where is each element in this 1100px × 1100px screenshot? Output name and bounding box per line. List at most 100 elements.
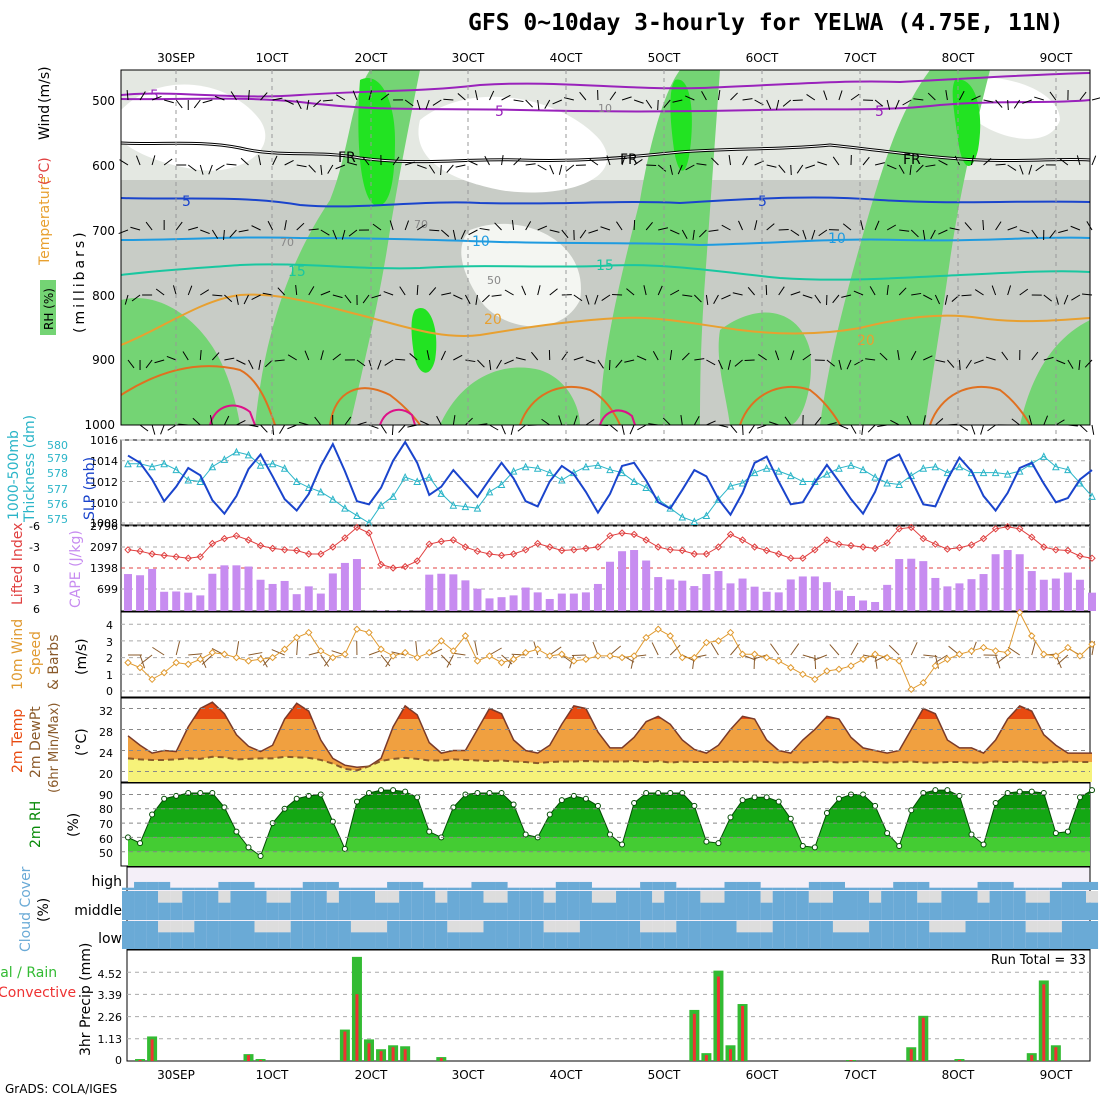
pressure-wind-barb xyxy=(175,221,183,231)
cape-bar xyxy=(1088,592,1096,611)
pressure-wind-barb xyxy=(537,285,541,296)
cloud-cell xyxy=(953,887,966,890)
thickness-point xyxy=(473,504,482,512)
cloud-cell xyxy=(206,921,219,949)
thickness-point xyxy=(208,462,217,471)
cloud-cell xyxy=(808,902,821,920)
cape-bar xyxy=(1027,571,1036,611)
pressure-wind-barb xyxy=(368,424,379,429)
cape-bar xyxy=(907,558,916,611)
rh-shade-white-2 xyxy=(418,96,608,193)
pressure-wind-barb xyxy=(670,289,680,296)
pressure-wind-barb xyxy=(705,294,709,305)
cape-bar xyxy=(847,595,855,611)
cloud-cell xyxy=(616,891,629,920)
pressure-wind-barb xyxy=(327,164,334,174)
rh-point xyxy=(860,791,867,798)
cape-bar xyxy=(1015,554,1024,611)
cape-bar xyxy=(473,588,482,611)
cape-bar xyxy=(678,580,687,611)
pressure-wind-barb xyxy=(558,164,563,175)
li-point xyxy=(377,560,385,569)
cape-bar xyxy=(184,592,193,611)
thickness-point xyxy=(1039,452,1048,460)
thickness-point xyxy=(606,465,614,474)
cloud-cell xyxy=(146,881,159,890)
pressure-wind-barb xyxy=(419,420,430,426)
pressure-wind-barb xyxy=(314,416,322,426)
pressure-wind-barb xyxy=(1031,351,1039,361)
pressure-wind-barb xyxy=(721,294,731,300)
wind10-barb xyxy=(669,644,681,656)
pressure-wind-barb xyxy=(1013,99,1021,109)
pressure-wind-barb xyxy=(320,229,330,236)
cloud-cell xyxy=(929,887,942,890)
rh-point xyxy=(727,814,734,821)
pressure-wind-barb xyxy=(728,155,731,166)
pressure-wind-barb xyxy=(1007,226,1018,231)
wind10-point xyxy=(172,658,180,667)
cloud-label-a: Cloud Cover xyxy=(18,866,34,952)
pressure-wind-barb xyxy=(657,164,667,172)
cloud-cell xyxy=(507,891,520,920)
cloud-cell xyxy=(567,891,580,920)
cloud-cell xyxy=(579,881,592,890)
precip-conv-bar xyxy=(1054,1047,1058,1061)
cloud-cell xyxy=(350,932,363,949)
li-point xyxy=(329,543,337,551)
cloud-gap xyxy=(917,891,930,903)
pressure-wind-barb xyxy=(251,294,261,300)
wind10-point xyxy=(1088,640,1096,648)
pressure-wind-barb xyxy=(983,99,994,103)
pressure-wind-barb xyxy=(754,220,758,231)
wind10-barb xyxy=(850,642,859,656)
cloud-cell xyxy=(206,891,219,920)
cloud-gap xyxy=(435,891,448,903)
li-point xyxy=(750,543,759,551)
wind10-barb xyxy=(1057,654,1069,665)
wind10-point xyxy=(305,628,313,637)
wind10-point xyxy=(750,650,759,658)
cloud-cell xyxy=(531,891,544,920)
cloud-cell xyxy=(1037,887,1050,890)
cape-bar xyxy=(148,568,157,611)
rh-shade-white-3 xyxy=(461,223,581,327)
pressure-wind-barb xyxy=(501,424,506,435)
pressure-wind-barb xyxy=(287,354,297,361)
pressure-wind-barb xyxy=(229,229,237,238)
pressure-wind-barb xyxy=(154,359,165,364)
thickness-point xyxy=(847,461,855,469)
pressure-wind-barb xyxy=(811,229,816,240)
rh-point xyxy=(787,815,794,822)
li-tick: 0 xyxy=(33,562,40,575)
precip-tick: 3.39 xyxy=(98,989,123,1002)
rh-point xyxy=(1052,830,1059,837)
contour-label-5: 5 xyxy=(495,104,504,120)
pressure-wind-barb xyxy=(906,415,912,426)
pressure-wind-barb xyxy=(356,359,366,367)
pressure-wind-barb xyxy=(489,424,499,431)
cloud-cell xyxy=(977,902,990,920)
pressure-wind-barb xyxy=(260,92,268,101)
date-label-top: 30SEP xyxy=(157,51,195,65)
wind10-barb xyxy=(651,642,659,656)
pressure-wind-barb xyxy=(248,359,254,370)
pressure-wind-barb xyxy=(258,359,262,370)
precip-conv-bar xyxy=(1030,1055,1034,1061)
cloud-cell xyxy=(314,921,327,949)
pressure-wind-barb xyxy=(193,99,201,109)
pressure-wind-barb xyxy=(923,294,933,301)
li-point xyxy=(1064,546,1072,555)
li-point xyxy=(341,534,349,542)
wind10-barb xyxy=(1007,646,1020,656)
pressure-wind-barb xyxy=(706,420,716,426)
pressure-wind-barb xyxy=(930,229,936,240)
cloud-cell xyxy=(917,902,930,920)
pressure-wind-barb xyxy=(209,415,213,426)
pressure-wind-barb xyxy=(404,220,410,231)
cloud-gap xyxy=(350,921,363,933)
thickness-line xyxy=(128,451,1093,524)
wind-label-b: Speed xyxy=(28,631,44,675)
thickness-point xyxy=(726,481,735,490)
li-point xyxy=(461,543,470,551)
